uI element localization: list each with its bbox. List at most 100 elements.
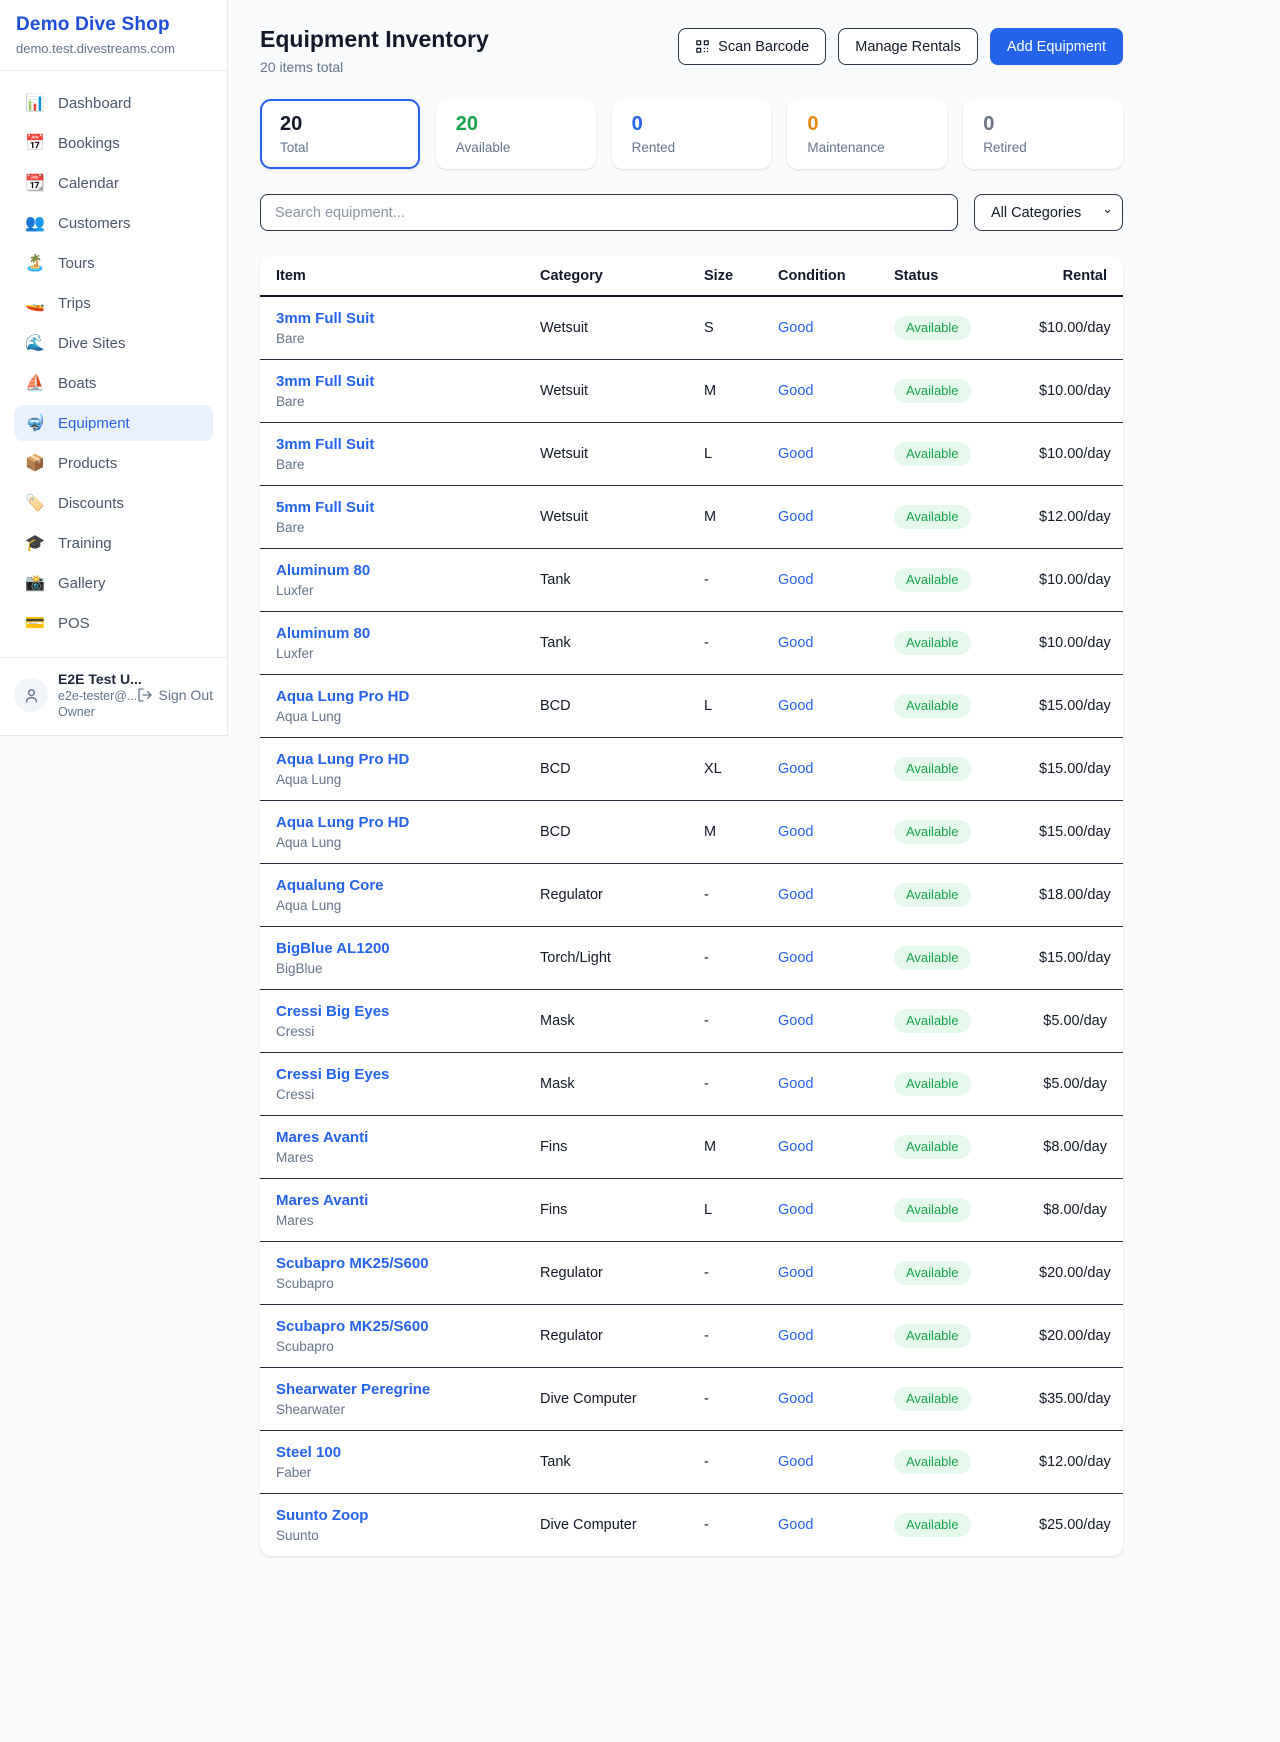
status-badge: Available (894, 1387, 971, 1411)
condition-link[interactable]: Good (778, 383, 814, 399)
brand-block: Demo Dive Shop demo.test.divestreams.com (0, 14, 227, 71)
sidebar-item-label: Training (58, 534, 112, 552)
equipment-name-link[interactable]: Aluminum 80 (276, 562, 371, 579)
equipment-name-link[interactable]: Suunto Zoop (276, 1507, 369, 1524)
package-icon: 📦 (25, 455, 45, 472)
equipment-name-link[interactable]: Mares Avanti (276, 1192, 369, 1209)
condition-link[interactable]: Good (778, 1391, 814, 1407)
equipment-name-link[interactable]: BigBlue AL1200 (276, 940, 390, 957)
sidebar-item-trips[interactable]: 🚤 Trips (14, 285, 213, 321)
status-badge: Available (894, 883, 971, 907)
equipment-size: L (688, 674, 762, 738)
equipment-name-link[interactable]: 3mm Full Suit (276, 373, 375, 390)
condition-link[interactable]: Good (778, 1265, 814, 1281)
stat-card-rented[interactable]: 0 Rented (611, 99, 772, 169)
condition-link[interactable]: Good (778, 1454, 814, 1470)
sidebar-item-customers[interactable]: 👥 Customers (14, 205, 213, 241)
equipment-category: Fins (524, 1115, 688, 1179)
equipment-category: Wetsuit (524, 359, 688, 423)
equipment-name-link[interactable]: Cressi Big Eyes (276, 1066, 390, 1083)
stat-value-available: 20 (455, 113, 479, 135)
equipment-category: Mask (524, 1052, 688, 1116)
sidebar-item-tours[interactable]: 🏝️ Tours (14, 245, 213, 281)
sign-out-button[interactable]: Sign Out (137, 687, 213, 703)
condition-link[interactable]: Good (778, 1328, 814, 1344)
equipment-name-link[interactable]: 5mm Full Suit (276, 499, 375, 516)
equipment-name-link[interactable]: 3mm Full Suit (276, 310, 375, 327)
stat-card-available[interactable]: 20 Available (435, 99, 596, 169)
sidebar-item-products[interactable]: 📦 Products (14, 445, 213, 481)
stat-card-maintenance[interactable]: 0 Maintenance (787, 99, 948, 169)
condition-link[interactable]: Good (778, 761, 814, 777)
equipment-size: - (688, 1304, 762, 1368)
rental-rate: $12.00/day (1023, 485, 1123, 549)
sidebar-item-gallery[interactable]: 📸 Gallery (14, 565, 213, 601)
sidebar-item-bookings[interactable]: 📅 Bookings (14, 125, 213, 161)
equipment-category: Regulator (524, 863, 688, 927)
status-badge: Available (894, 1513, 971, 1537)
equipment-size: L (688, 1178, 762, 1242)
brand-name[interactable]: Demo Dive Shop (16, 14, 170, 35)
equipment-size: - (688, 989, 762, 1053)
status-badge: Available (894, 1324, 971, 1348)
equipment-name-link[interactable]: Aqua Lung Pro HD (276, 688, 410, 705)
sidebar-item-dive-sites[interactable]: 🌊 Dive Sites (14, 325, 213, 361)
equipment-size: M (688, 359, 762, 423)
condition-link[interactable]: Good (778, 446, 814, 462)
add-equipment-button[interactable]: Add Equipment (989, 28, 1123, 65)
equipment-size: - (688, 1241, 762, 1305)
manage-rentals-button[interactable]: Manage Rentals (838, 28, 978, 65)
table-row: Aqua Lung Pro HD Aqua Lung BCD XL Good Availa… (260, 737, 1123, 801)
status-badge: Available (894, 757, 971, 781)
condition-link[interactable]: Good (778, 1517, 814, 1533)
scan-barcode-label: Scan Barcode (718, 38, 810, 55)
equipment-size: - (704, 1517, 709, 1533)
table-header-row: Item Category Size Condition Status Rental (260, 256, 1123, 297)
rental-rate: $18.00/day (1023, 863, 1123, 927)
stat-card-total[interactable]: 20 Total (260, 99, 420, 169)
equipment-name-link[interactable]: Aluminum 80 (276, 625, 371, 642)
equipment-name-link[interactable]: Shearwater Peregrine (276, 1381, 431, 1398)
search-input[interactable] (260, 194, 958, 231)
condition-link[interactable]: Good (778, 320, 814, 336)
equipment-table-card: Item Category Size Condition Status Rental 3m… (260, 256, 1123, 1556)
table-row: BigBlue AL1200 BigBlue Torch/Light - Good Ava… (260, 926, 1123, 990)
equipment-category: BCD (524, 674, 688, 738)
category-filter-select[interactable]: All Categories (974, 194, 1123, 231)
sidebar-item-pos[interactable]: 💳 POS (14, 605, 213, 641)
sidebar-item-training[interactable]: 🎓 Training (14, 525, 213, 561)
condition-link[interactable]: Good (778, 572, 814, 588)
rental-rate: $25.00/day (1039, 1517, 1111, 1533)
condition-link[interactable]: Good (778, 824, 814, 840)
condition-link[interactable]: Good (778, 1139, 814, 1155)
condition-link[interactable]: Good (778, 698, 814, 714)
equipment-size: - (688, 611, 762, 675)
sidebar-item-boats[interactable]: ⛵ Boats (14, 365, 213, 401)
equipment-name-link[interactable]: Aqua Lung Pro HD (276, 814, 410, 831)
page-title: Equipment Inventory (260, 26, 489, 52)
equipment-name-link[interactable]: Scubapro MK25/S600 (276, 1255, 429, 1272)
sidebar-item-label: POS (58, 614, 90, 632)
condition-link[interactable]: Good (778, 1076, 814, 1092)
sidebar-item-discounts[interactable]: 🏷️ Discounts (14, 485, 213, 521)
stat-card-retired[interactable]: 0 Retired (963, 99, 1123, 169)
sidebar-item-equipment[interactable]: 🤿 Equipment (14, 405, 213, 441)
equipment-name-link[interactable]: 3mm Full Suit (276, 436, 375, 453)
sidebar-item-calendar[interactable]: 📆 Calendar (14, 165, 213, 201)
condition-link[interactable]: Good (778, 509, 814, 525)
scan-barcode-button[interactable]: Scan Barcode (678, 28, 827, 65)
equipment-name-link[interactable]: Mares Avanti (276, 1129, 369, 1146)
condition-link[interactable]: Good (778, 950, 814, 966)
equipment-name-link[interactable]: Aqualung Core (276, 877, 384, 894)
condition-link[interactable]: Good (778, 1202, 814, 1218)
sidebar: Demo Dive Shop demo.test.divestreams.com… (0, 0, 228, 736)
sidebar-item-dashboard[interactable]: 📊 Dashboard (14, 85, 213, 121)
sidebar-item-label: Dive Sites (58, 334, 126, 352)
equipment-name-link[interactable]: Aqua Lung Pro HD (276, 751, 410, 768)
condition-link[interactable]: Good (778, 887, 814, 903)
equipment-name-link[interactable]: Steel 100 (276, 1444, 342, 1461)
condition-link[interactable]: Good (778, 1013, 814, 1029)
condition-link[interactable]: Good (778, 635, 814, 651)
equipment-name-link[interactable]: Cressi Big Eyes (276, 1003, 390, 1020)
equipment-name-link[interactable]: Scubapro MK25/S600 (276, 1318, 429, 1335)
